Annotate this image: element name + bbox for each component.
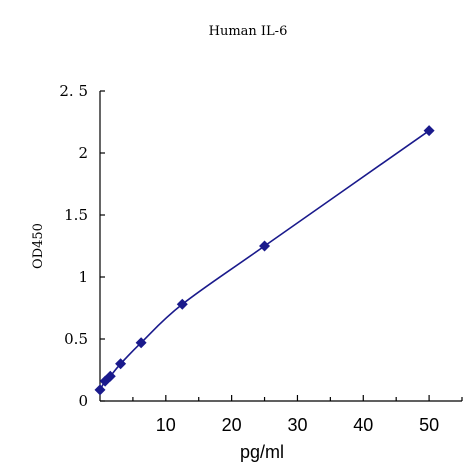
data-point (259, 240, 271, 252)
axes (99, 91, 462, 402)
x-tick-label: 50 (419, 415, 439, 435)
y-tick-label: 2 (78, 144, 88, 162)
y-tick-label: 0 (78, 392, 88, 410)
y-tick-label: 1 (78, 268, 88, 286)
data-point (104, 370, 116, 382)
trendline (99, 130, 430, 391)
data-point (176, 298, 188, 310)
x-tick-label: 10 (156, 415, 176, 435)
data-point (115, 358, 127, 370)
y-tick-label: 1.5 (64, 206, 88, 224)
data-points (94, 125, 435, 396)
y-tick-label: 0.5 (64, 330, 88, 348)
x-axis-label: pg/ml (240, 442, 284, 462)
chart-title: Human IL-6 (209, 24, 288, 39)
y-axis-label: OD450 (31, 223, 46, 269)
data-point (94, 384, 106, 396)
data-point (135, 337, 147, 349)
y-tick-label: 2. 5 (59, 82, 88, 100)
x-tick-label: 30 (287, 415, 307, 435)
x-tick-label: 20 (222, 415, 242, 435)
x-tick-label: 40 (353, 415, 373, 435)
y-axis-ticks: 0 0.5 1 1.5 2 2. 5 (59, 82, 105, 410)
data-point (423, 125, 435, 137)
x-axis-ticks: 10 20 30 40 50 (132, 395, 463, 435)
